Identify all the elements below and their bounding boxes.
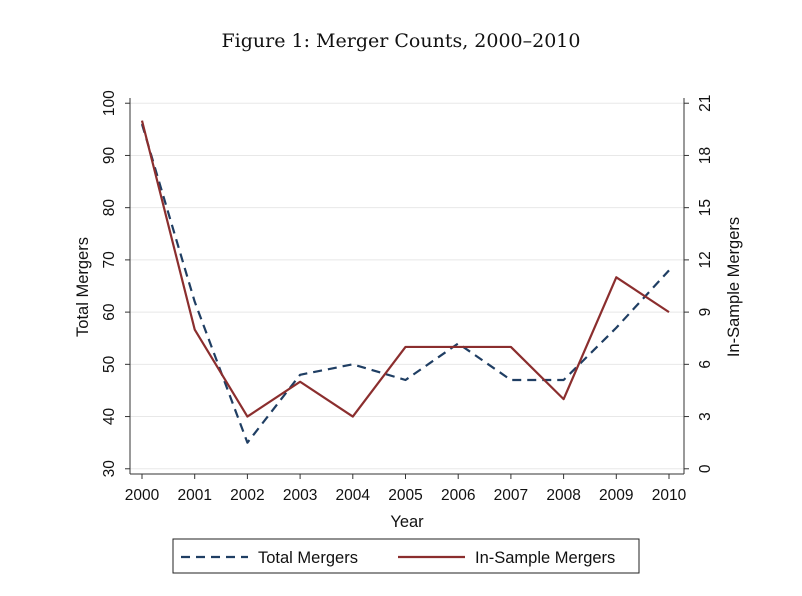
- grid-lines: [130, 102, 684, 470]
- y-right-tick-label: 21: [697, 95, 714, 112]
- x-tick-label: 2009: [599, 487, 633, 504]
- y-left-tick-label: 30: [101, 460, 118, 478]
- legend: Total Mergers In-Sample Mergers: [172, 538, 640, 574]
- series-lines: [140, 120, 670, 444]
- x-tick-label: 2004: [336, 487, 371, 504]
- x-tick-label: 2006: [441, 487, 475, 504]
- x-axis-label: Year: [390, 513, 424, 531]
- y-right-tick-label: 12: [697, 251, 714, 268]
- x-tick-label: 2005: [388, 487, 422, 504]
- y-right-tick-label: 15: [697, 199, 714, 216]
- axes: 30 40 50 60 70 80 90 100 0 3 6 9 12 15 18 21 2000 2001 200…: [101, 90, 714, 504]
- y-right-tick-label: 0: [697, 464, 714, 473]
- figure-title: Figure 1: Merger Counts, 2000–2010: [221, 30, 581, 52]
- y-axis-right-label: In-Sample Mergers: [725, 217, 743, 357]
- x-tick-label: 2002: [230, 487, 264, 504]
- y-right-tick-label: 18: [697, 147, 714, 164]
- x-tick-label: 2007: [494, 487, 528, 504]
- y-left-tick-label: 60: [101, 303, 118, 321]
- y-right-tick-label: 6: [697, 360, 714, 369]
- y-axis-left-label: Total Mergers: [74, 237, 92, 337]
- y-left-tick-label: 70: [101, 251, 118, 269]
- y-left-tick-label: 80: [101, 199, 118, 217]
- legend-label-in-sample-mergers: In-Sample Mergers: [475, 549, 615, 567]
- x-tick-label: 2000: [125, 487, 160, 504]
- y-right-tick-label: 3: [697, 412, 714, 421]
- x-tick-label: 2008: [546, 487, 580, 504]
- y-left-tick-label: 50: [101, 355, 118, 373]
- y-left-tick-label: 100: [101, 90, 118, 116]
- x-tick-label: 2010: [652, 487, 687, 504]
- y-left-tick-label: 90: [101, 146, 118, 164]
- plot-region: [56, 84, 762, 586]
- y-right-tick-label: 9: [697, 308, 714, 317]
- x-tick-label: 2003: [283, 487, 317, 504]
- y-left-tick-label: 40: [101, 408, 118, 426]
- x-tick-label: 2001: [177, 487, 211, 504]
- legend-label-total-mergers: Total Mergers: [258, 549, 358, 567]
